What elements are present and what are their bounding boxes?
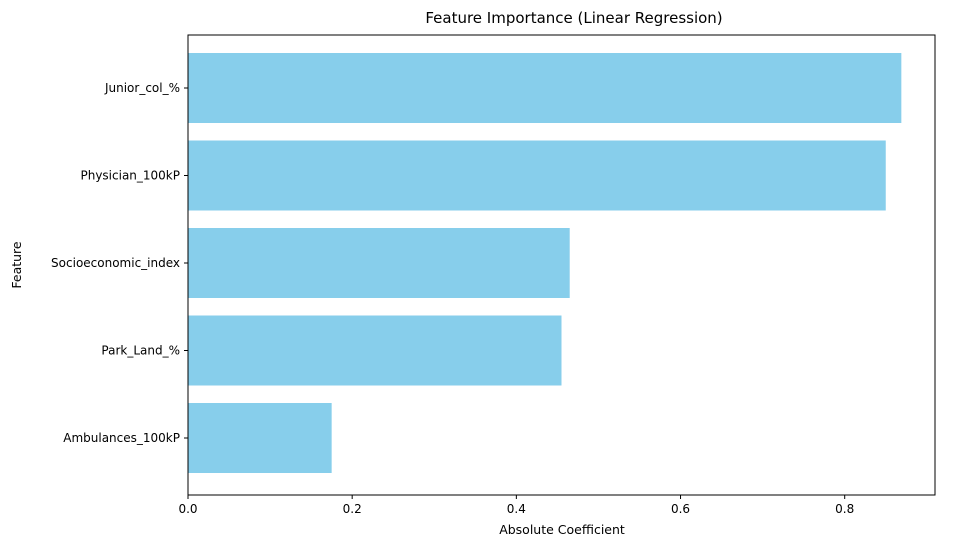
x-tick-label: 0.6 (671, 502, 690, 516)
x-axis-label: Absolute Coefficient (499, 522, 625, 537)
x-tick-label: 0.2 (343, 502, 362, 516)
plot-frame (187, 34, 936, 496)
y-axis-label: Feature (9, 241, 24, 289)
x-axis-ticks: 0.0 0.2 0.4 0.6 0.8 (178, 495, 854, 516)
bars-group (188, 53, 902, 473)
bar-0 (188, 53, 902, 123)
y-tick-label: Socioeconomic_index (51, 256, 180, 270)
bar-3 (188, 315, 562, 386)
x-tick-label: 0.4 (507, 502, 526, 516)
chart-title: Feature Importance (Linear Regression) (425, 9, 722, 27)
y-tick-label: Park_Land_% (101, 344, 180, 358)
x-tick-label: 0.8 (835, 502, 854, 516)
y-tick-label: Ambulances_100kP (63, 431, 180, 445)
y-tick-label: Physician_100kP (80, 169, 180, 183)
bar-2 (188, 228, 570, 298)
bar-1 (188, 140, 886, 211)
y-tick-label: Junior_col_% (104, 81, 180, 95)
bar-4 (188, 403, 332, 473)
x-tick-label: 0.0 (178, 502, 197, 516)
y-axis-ticks: Junior_col_% Physician_100kP Socioeconomic… (51, 81, 188, 445)
